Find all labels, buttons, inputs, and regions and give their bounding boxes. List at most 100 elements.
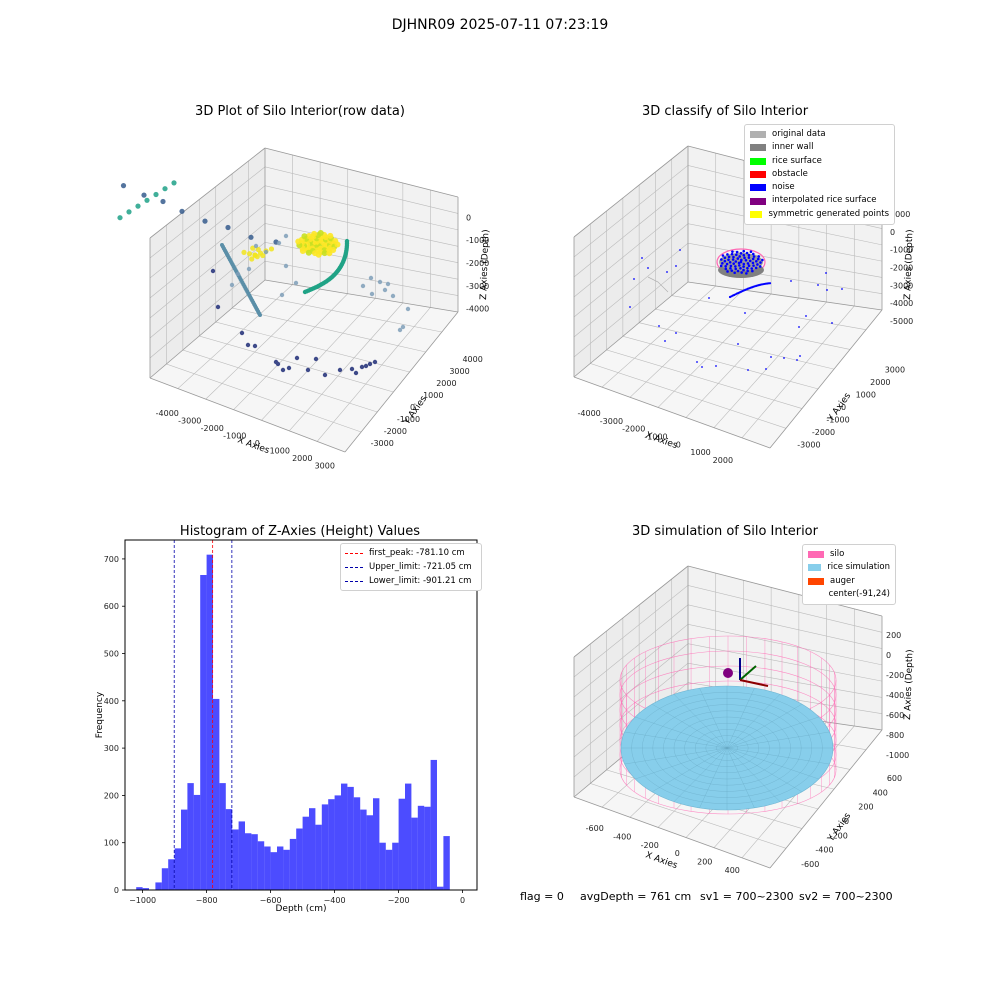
panel4-zlabel: Z Axies (Depth) bbox=[903, 649, 915, 720]
left-pane bbox=[574, 566, 688, 797]
histogram-bar bbox=[353, 797, 361, 890]
data-point bbox=[248, 234, 254, 240]
data-point bbox=[305, 249, 312, 256]
tick-label: -3000 bbox=[890, 281, 913, 290]
histogram-bar bbox=[283, 849, 290, 890]
tick-label: -200 bbox=[830, 831, 848, 840]
legend-line bbox=[345, 552, 363, 554]
tick-label: -1000 bbox=[466, 236, 489, 245]
sv2-text: sv2 = 700~2300 bbox=[799, 890, 893, 903]
noise-point bbox=[732, 255, 735, 259]
legend-swatch bbox=[750, 171, 766, 179]
histogram-reference-lines bbox=[173, 540, 233, 890]
data-point bbox=[286, 365, 292, 371]
tick-label: -600 bbox=[801, 860, 819, 869]
histogram-bar bbox=[193, 794, 201, 890]
tick-label: -1000 bbox=[397, 415, 420, 424]
noise-point bbox=[750, 267, 754, 270]
noise-point bbox=[647, 267, 649, 269]
data-point bbox=[334, 241, 341, 248]
rice-mesh-spoke bbox=[699, 747, 728, 808]
legend-swatch bbox=[750, 210, 763, 218]
data-point bbox=[306, 233, 313, 240]
noise-point bbox=[742, 253, 746, 257]
noise-point bbox=[641, 257, 643, 259]
data-point bbox=[397, 327, 403, 333]
data-point bbox=[225, 224, 231, 231]
histogram-ylabel: Frequency bbox=[95, 691, 105, 738]
legend-label: symmetric generated points bbox=[768, 208, 889, 219]
noise-point bbox=[721, 254, 725, 257]
data-point bbox=[239, 330, 245, 336]
tick-label: -400 bbox=[886, 691, 904, 700]
noise-point bbox=[757, 255, 761, 258]
noise-point bbox=[768, 282, 772, 285]
tick-label: 1000 bbox=[856, 390, 876, 399]
legend-swatch bbox=[808, 591, 823, 598]
legend-item: inner wall bbox=[750, 141, 889, 154]
noise-point bbox=[747, 256, 751, 259]
data-point bbox=[279, 292, 285, 298]
legend-item: symmetric generated points bbox=[750, 208, 889, 221]
noise-point bbox=[664, 340, 666, 342]
noise-point bbox=[728, 260, 732, 264]
legend-item: rice simulation bbox=[808, 561, 890, 574]
data-point bbox=[153, 191, 159, 198]
noise-point bbox=[739, 252, 743, 255]
data-point bbox=[252, 343, 258, 349]
data-point bbox=[276, 240, 282, 246]
noise-point bbox=[747, 369, 749, 371]
noise-point bbox=[726, 253, 729, 256]
tick-label: -2000 bbox=[622, 425, 645, 434]
data-point bbox=[360, 283, 366, 289]
legend-label: original data bbox=[772, 129, 826, 139]
y-tick-label: 400 bbox=[104, 697, 119, 706]
noise-point bbox=[745, 272, 748, 275]
y-tick-label: 500 bbox=[104, 650, 119, 659]
histogram-frame bbox=[124, 539, 478, 891]
data-point bbox=[260, 252, 266, 259]
noise-point bbox=[825, 272, 827, 274]
data-point bbox=[372, 359, 378, 365]
histogram-bar bbox=[302, 816, 309, 890]
noise-point bbox=[724, 267, 728, 271]
y-tick-label: 600 bbox=[104, 602, 119, 611]
noise-point bbox=[733, 271, 736, 275]
y-tick-label: 300 bbox=[104, 744, 119, 753]
noise-point bbox=[735, 250, 739, 254]
rice-mesh-spoke bbox=[726, 704, 803, 749]
noise-point bbox=[701, 366, 703, 368]
data-point bbox=[253, 243, 259, 249]
noise-point bbox=[740, 258, 743, 262]
legend-swatch bbox=[750, 157, 766, 165]
rice-mesh-spoke bbox=[726, 716, 819, 749]
legend-label: Upper_limit: -721.05 cm bbox=[369, 562, 472, 572]
histogram-bar bbox=[411, 817, 418, 890]
noise-point bbox=[761, 258, 764, 262]
legend-item: silo bbox=[808, 548, 890, 561]
original-data-trace bbox=[647, 276, 669, 293]
data-point bbox=[368, 275, 374, 281]
figure-title: DJHNR09 2025-07-11 07:23:19 bbox=[391, 17, 609, 33]
noise-point bbox=[748, 259, 752, 263]
box-edge bbox=[687, 281, 883, 311]
rice-mesh-spoke bbox=[726, 747, 781, 802]
histogram-bar bbox=[424, 806, 431, 890]
box-edge bbox=[573, 565, 689, 658]
noise-point bbox=[745, 251, 749, 255]
tick-label: -4000 bbox=[890, 299, 913, 308]
data-point bbox=[280, 367, 286, 373]
x-tick-label: −400 bbox=[324, 896, 346, 905]
noise-point bbox=[742, 268, 745, 272]
noise-point bbox=[752, 255, 756, 258]
legend-swatch bbox=[750, 197, 766, 205]
tick-label: 0 bbox=[255, 439, 260, 448]
histogram-bar bbox=[136, 887, 143, 890]
data-point bbox=[263, 249, 269, 255]
panel2-title: 3D classify of Silo Interior bbox=[641, 104, 809, 119]
histogram-bar bbox=[155, 882, 162, 890]
rice-mesh-spoke bbox=[726, 688, 755, 749]
legend-swatch bbox=[808, 551, 824, 559]
tick-label: -1000 bbox=[886, 751, 909, 760]
rice-mesh-spoke bbox=[726, 747, 803, 792]
